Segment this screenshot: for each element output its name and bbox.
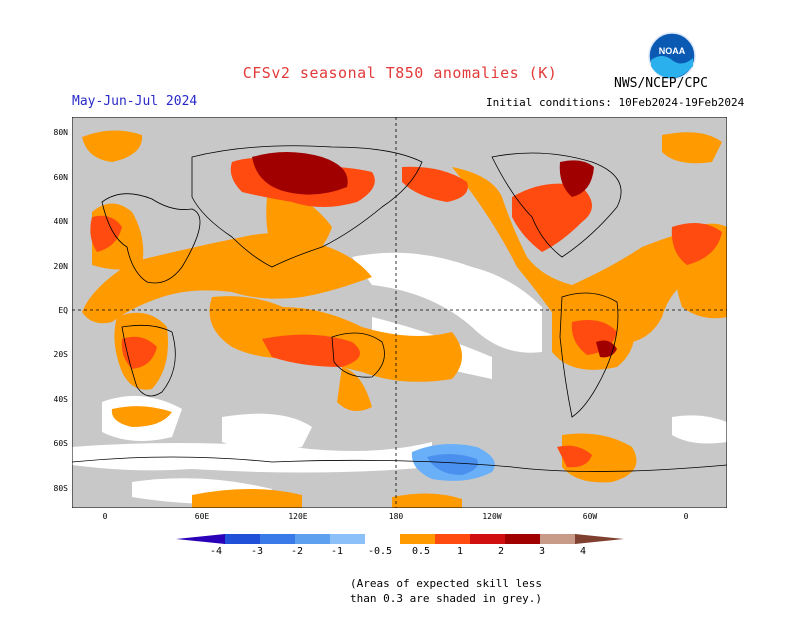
colorbar-label: -4 xyxy=(209,546,223,557)
colorbar xyxy=(176,534,624,544)
colorbar-label: 0.5 xyxy=(411,546,431,557)
lat-label: 60N xyxy=(53,173,68,182)
colorbar-label: 1 xyxy=(456,546,464,557)
colorbar-segment xyxy=(330,534,365,544)
lon-label: 120E xyxy=(288,512,308,521)
season-label: May-Jun-Jul 2024 xyxy=(72,94,198,109)
lon-label: 60W xyxy=(582,512,598,521)
lon-label: 0 xyxy=(102,512,108,521)
colorbar-label: -1 xyxy=(330,546,344,557)
colorbar-segment xyxy=(400,534,435,544)
colorbar-label: -2 xyxy=(290,546,304,557)
colorbar-segment xyxy=(575,534,624,544)
agency-label: NWS/NCEP/CPC xyxy=(614,76,708,91)
lat-label: 60S xyxy=(53,439,68,448)
lat-label: EQ xyxy=(58,306,68,315)
colorbar-segment xyxy=(260,534,295,544)
map-title: CFSv2 seasonal T850 anomalies (K) xyxy=(242,64,558,82)
lat-label: 20N xyxy=(53,262,68,271)
lon-label: 180 xyxy=(388,512,404,521)
skill-note-line1: (Areas of expected skill less xyxy=(350,577,543,590)
noaa-logo: NOAA xyxy=(648,32,696,80)
colorbar-label: -0.5 xyxy=(367,546,393,557)
lat-label: 40S xyxy=(53,395,68,404)
colorbar-segment xyxy=(435,534,470,544)
colorbar-label: 2 xyxy=(497,546,505,557)
lat-label: 80S xyxy=(53,484,68,493)
lon-label: 60E xyxy=(194,512,210,521)
colorbar-segment xyxy=(505,534,540,544)
initial-conditions-label: Initial conditions: 10Feb2024-19Feb2024 xyxy=(486,96,745,109)
lat-label: 20S xyxy=(53,350,68,359)
logo-text: NOAA xyxy=(659,46,686,56)
colorbar-segment xyxy=(365,534,400,544)
colorbar-label: 3 xyxy=(538,546,546,557)
colorbar-segment xyxy=(225,534,260,544)
coastlines xyxy=(72,145,727,472)
lon-label: 120W xyxy=(482,512,502,521)
lon-label: 0 xyxy=(683,512,689,521)
skill-note-line2: than 0.3 are shaded in grey.) xyxy=(350,592,543,605)
lat-label: 80N xyxy=(53,128,68,137)
colorbar-segment xyxy=(470,534,505,544)
colorbar-segment xyxy=(540,534,575,544)
colorbar-segment xyxy=(176,534,225,544)
anomaly-map xyxy=(72,117,727,508)
warm-anomaly-regions xyxy=(82,130,727,508)
colorbar-label: 4 xyxy=(579,546,587,557)
colorbar-segment xyxy=(295,534,330,544)
colorbar-label: -3 xyxy=(250,546,264,557)
lat-label: 40N xyxy=(53,217,68,226)
